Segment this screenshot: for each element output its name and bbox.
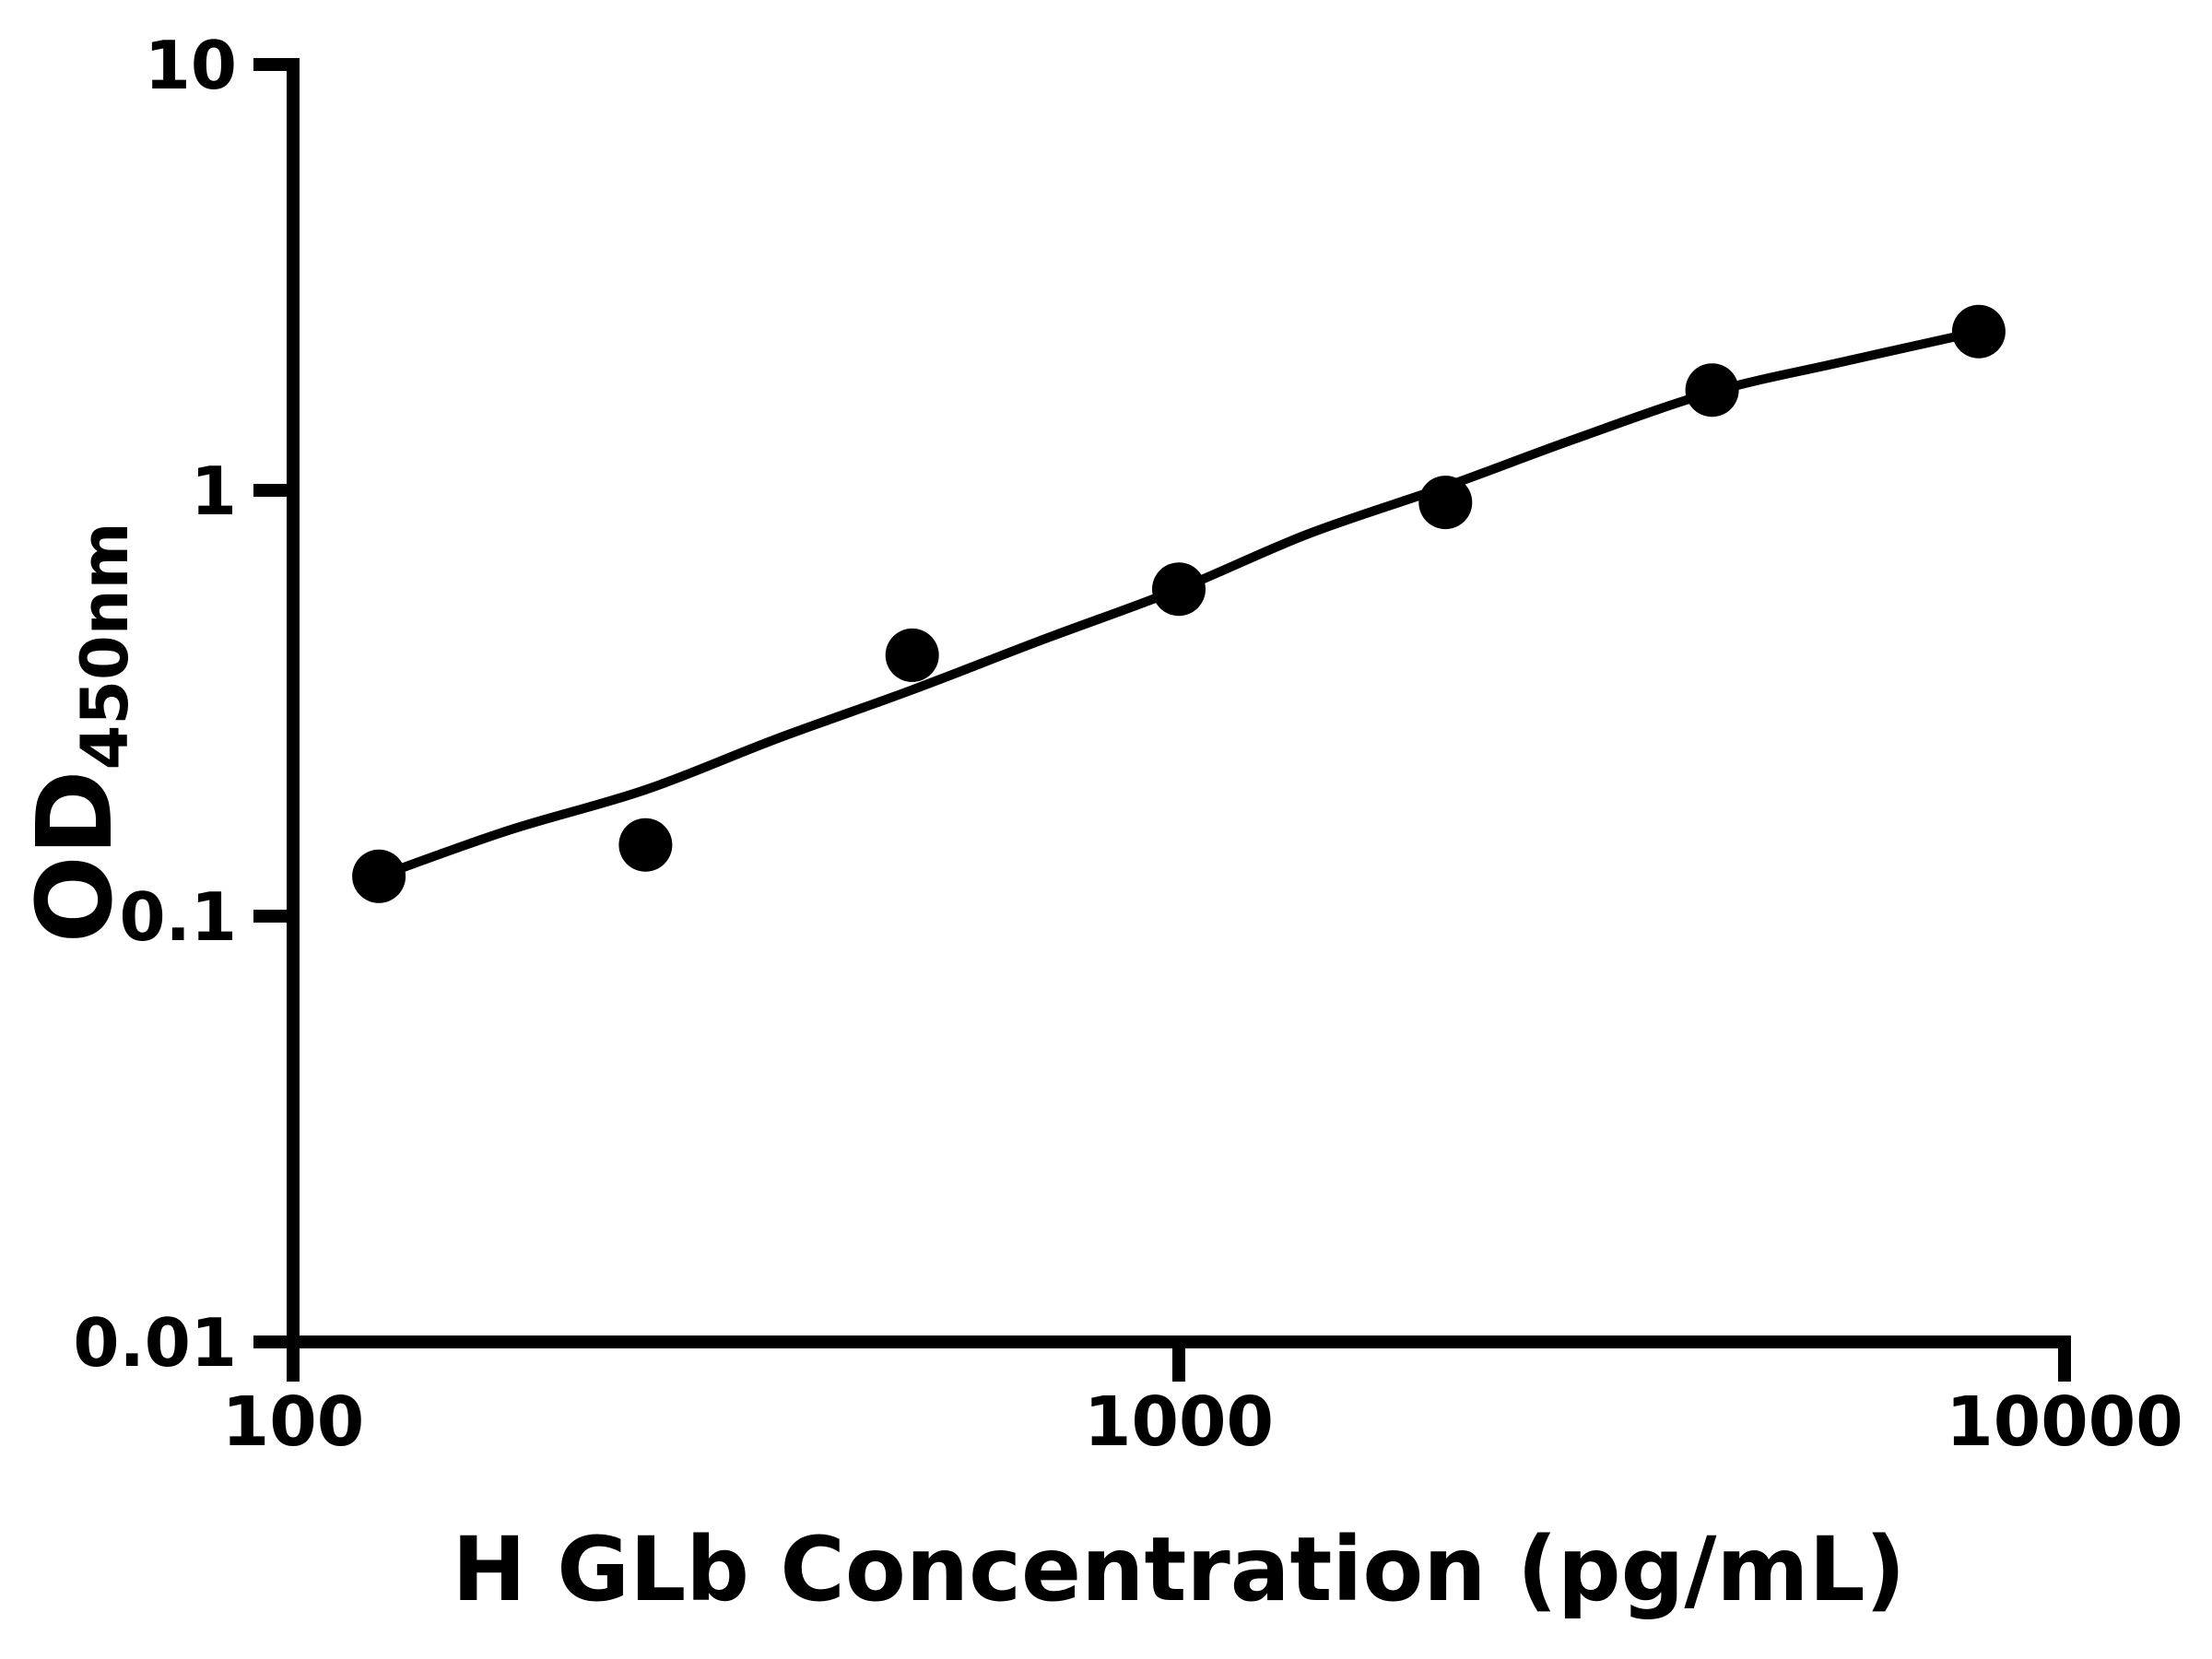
data-point-marker <box>1951 304 2006 359</box>
x-tick-label: 100 <box>222 1382 364 1462</box>
y-tick-label: 0.1 <box>119 878 237 956</box>
data-point-marker <box>618 818 673 872</box>
x-axis-title: H GLb Concentration (pg/mL) <box>453 1518 1906 1621</box>
y-tick-label: 10 <box>145 27 237 104</box>
y-tick-label: 1 <box>191 453 237 530</box>
x-tick-label: 1000 <box>1084 1382 1274 1462</box>
y-tick-label: 0.01 <box>73 1304 237 1382</box>
x-tick-label: 10000 <box>1946 1382 2183 1462</box>
y-axis: 0.01 0.1 1 10 <box>73 27 300 1382</box>
data-point-marker <box>1152 562 1206 617</box>
x-axis-ticks <box>287 1342 2071 1382</box>
y-axis-title: OD450nm <box>16 522 143 943</box>
x-axis-tick-labels: 100 1000 10000 <box>222 1382 2183 1462</box>
y-axis-tick-labels: 0.01 0.1 1 10 <box>73 27 237 1382</box>
data-point-marker <box>885 628 939 682</box>
data-points <box>352 304 2006 903</box>
data-point-marker <box>352 849 406 903</box>
x-axis: 100 1000 10000 <box>222 1335 2183 1462</box>
y-axis-title-sub: 450nm <box>67 522 143 770</box>
data-point-marker <box>1685 363 1739 418</box>
y-axis-ticks <box>253 58 293 1348</box>
data-point-marker <box>1418 476 1473 530</box>
y-axis-title-main: OD <box>16 770 135 943</box>
